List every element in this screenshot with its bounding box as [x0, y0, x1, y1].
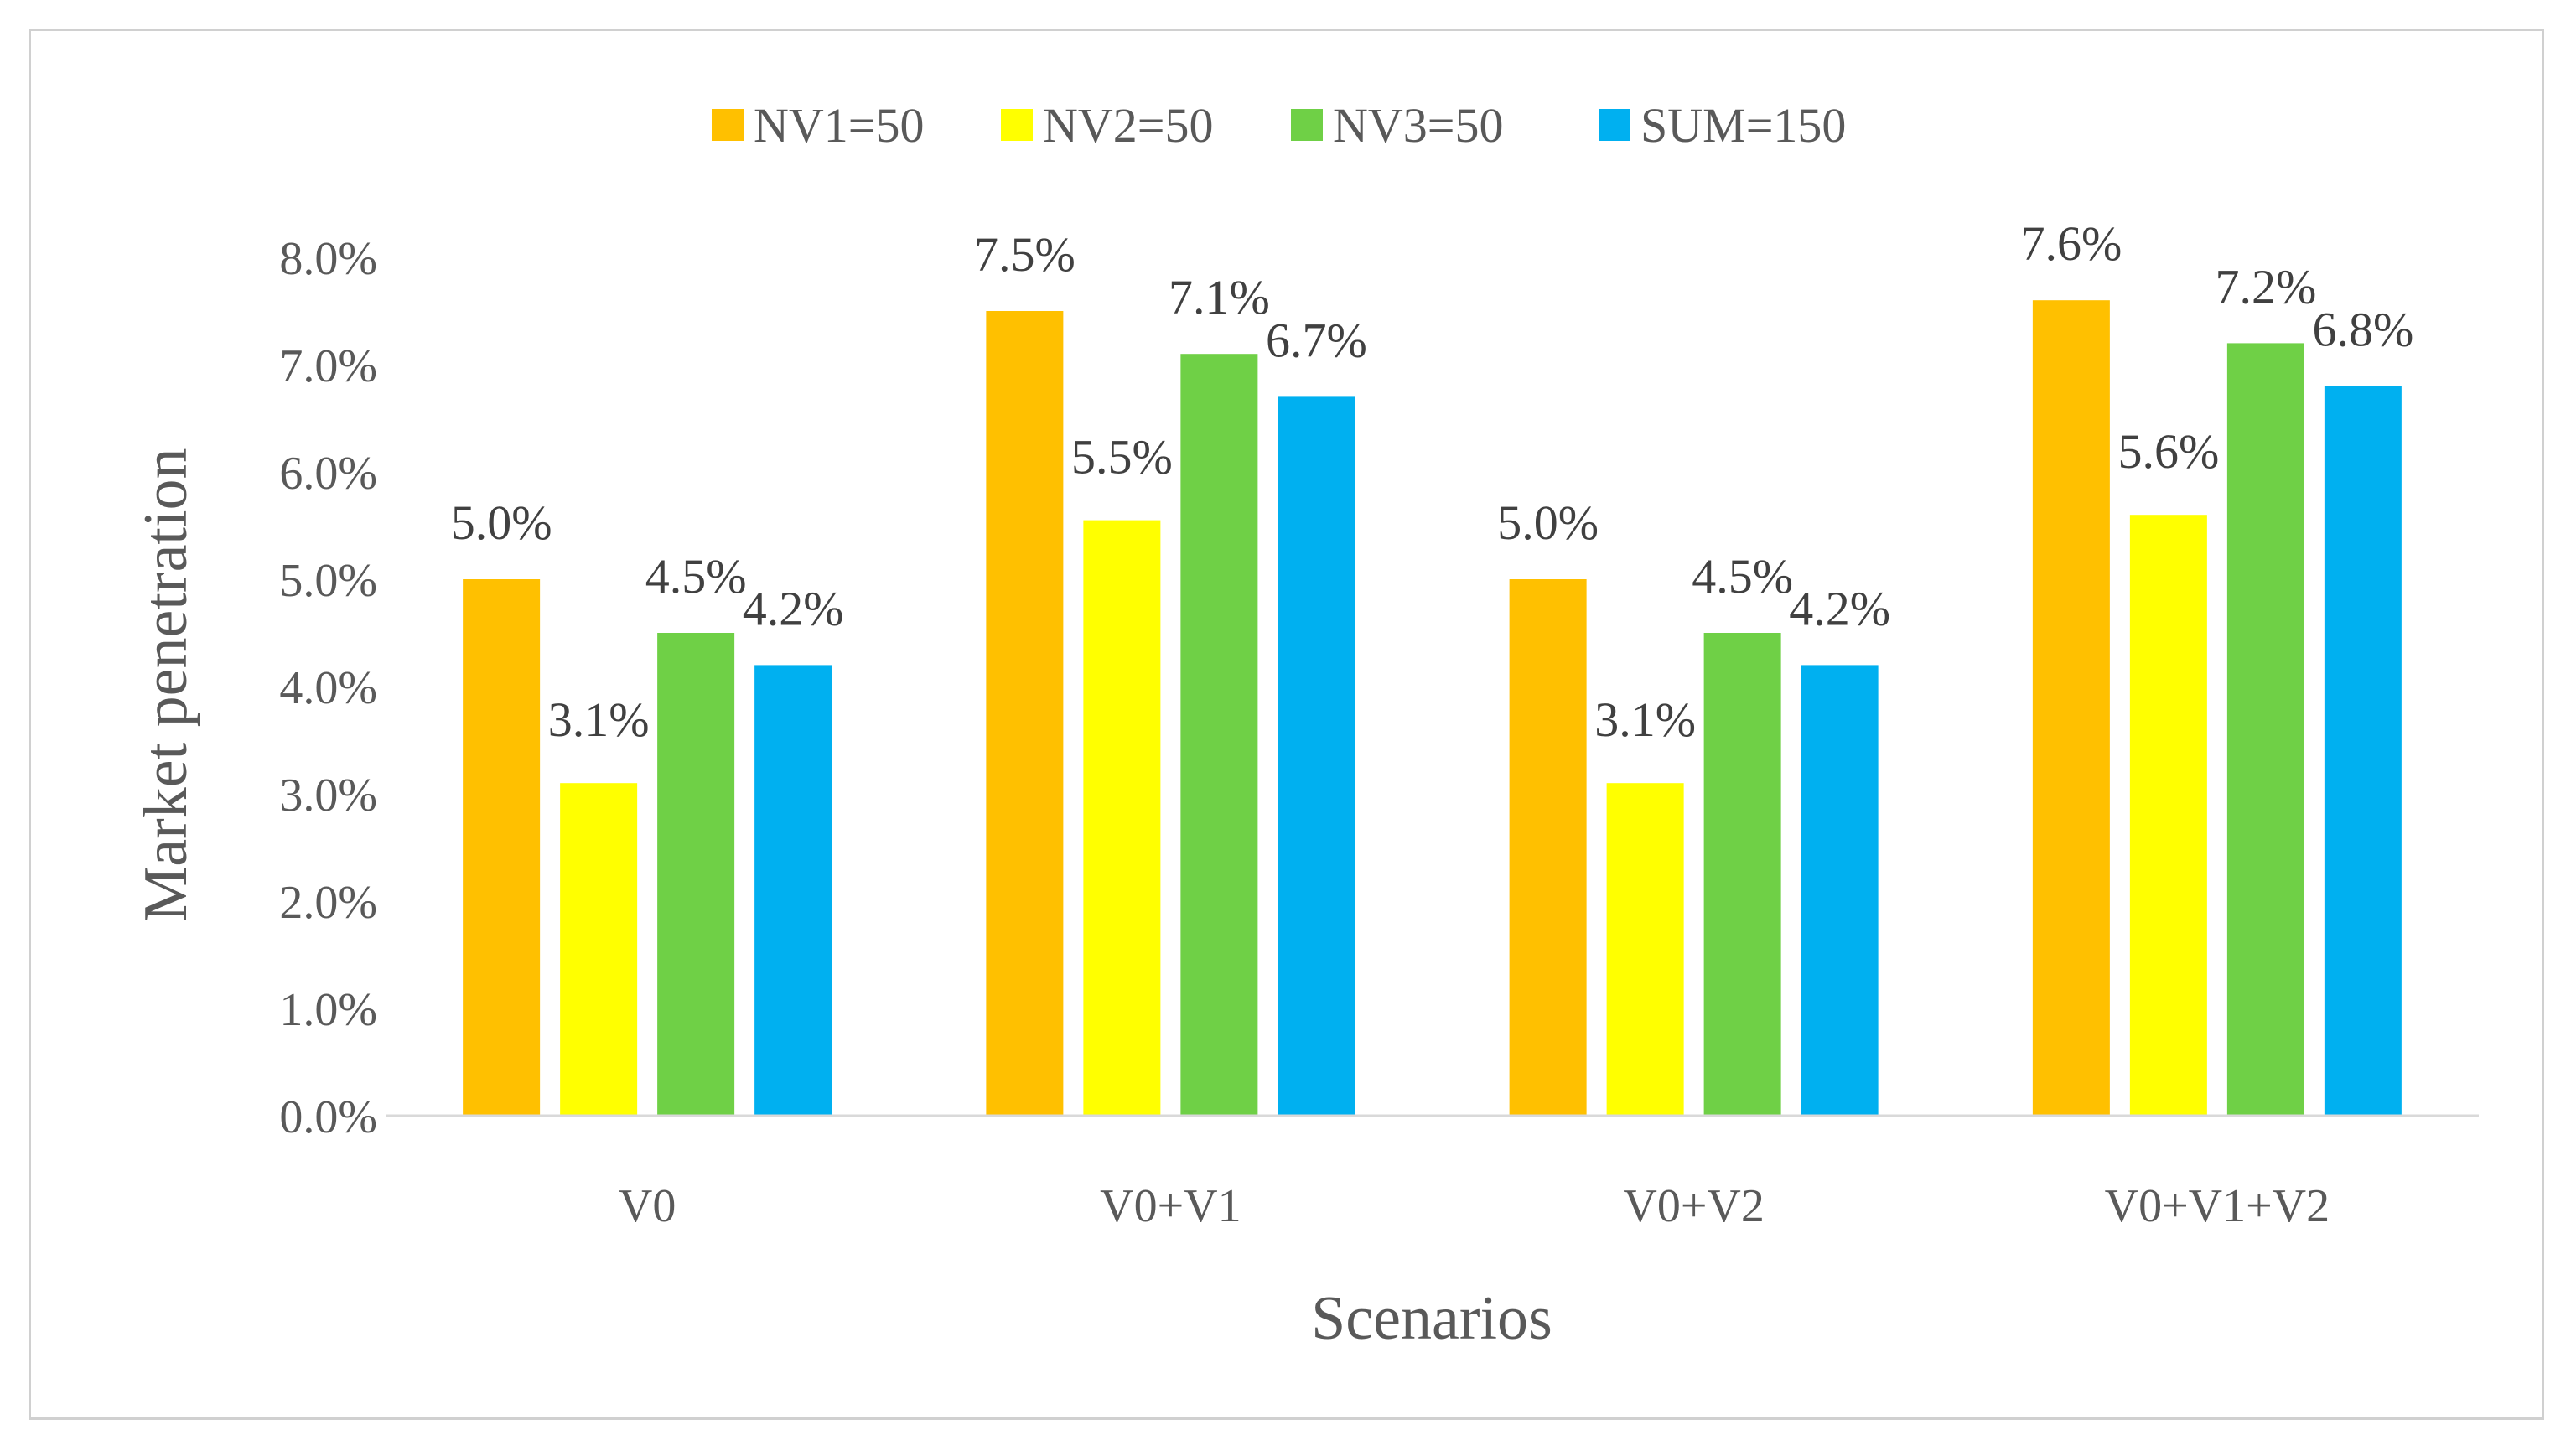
bar-sum-150-v0-v2: [1801, 665, 1879, 1116]
bar-nv1-50-v0-v2: [1509, 579, 1587, 1116]
bar-nv3-50-v0-v1: [1180, 354, 1258, 1116]
legend-label: SUM=150: [1640, 98, 1846, 153]
bar-nv2-50-v0: [560, 783, 638, 1116]
data-label: 5.0%: [451, 495, 552, 550]
legend-swatch: [1291, 109, 1323, 141]
y-tick-label: 6.0%: [279, 448, 377, 500]
y-tick-label: 8.0%: [279, 233, 377, 285]
x-category-label: V0: [619, 1180, 676, 1232]
bar-sum-150-v0: [754, 665, 832, 1116]
data-label: 7.2%: [2215, 259, 2316, 314]
y-tick-label: 5.0%: [279, 555, 377, 607]
data-label: 6.8%: [2312, 303, 2413, 357]
legend-swatch: [1001, 109, 1033, 141]
data-label: 3.1%: [548, 692, 650, 747]
y-tick-label: 4.0%: [279, 662, 377, 714]
bar-nv3-50-v0: [657, 633, 735, 1116]
x-category-label: V0+V1+V2: [2105, 1180, 2330, 1232]
data-label: 4.5%: [1692, 549, 1793, 604]
bar-sum-150-v0-v1-v2: [2324, 386, 2402, 1117]
legend-item-nv2-50: NV2=50: [1001, 98, 1213, 153]
bar-nv2-50-v0-v1-v2: [2129, 515, 2207, 1116]
y-tick-label: 0.0%: [279, 1091, 377, 1143]
data-label: 7.1%: [1169, 270, 1270, 324]
bar-nv1-50-v0-v1: [986, 311, 1064, 1116]
y-tick-label: 2.0%: [279, 877, 377, 929]
legend-label: NV2=50: [1043, 98, 1213, 153]
bar-nv3-50-v0-v1-v2: [2226, 343, 2304, 1116]
x-category-label: V0+V1: [1100, 1180, 1241, 1232]
data-label: 4.5%: [645, 549, 747, 604]
legend: NV1=50 NV2=50 NV3=50 SUM=150: [712, 98, 1846, 153]
y-axis-ticks: 0.0% 1.0% 2.0% 3.0% 4.0% 5.0% 6.0% 7.0% 8.0%: [279, 233, 377, 1143]
legend-label: NV1=50: [754, 98, 924, 153]
bar-chart: NV1=50 NV2=50 NV3=50 SUM=150 0.0% 1.0% 2.0% 3.…: [132, 98, 2479, 1353]
bar-sum-150-v0-v1: [1278, 396, 1355, 1116]
bar-nv2-50-v0-v2: [1606, 783, 1684, 1116]
x-category-label: V0+V2: [1623, 1180, 1764, 1232]
legend-item-sum-150: SUM=150: [1599, 98, 1846, 153]
y-axis-title: Market penetration: [132, 448, 200, 921]
legend-item-nv3-50: NV3=50: [1291, 98, 1503, 153]
legend-swatch: [712, 109, 744, 141]
legend-item-nv1-50: NV1=50: [712, 98, 924, 153]
data-label: 7.6%: [2020, 216, 2122, 271]
bars: [463, 300, 2402, 1117]
y-tick-label: 1.0%: [279, 984, 377, 1036]
data-label: 5.6%: [2117, 424, 2219, 479]
x-axis-title: Scenarios: [1311, 1284, 1552, 1353]
bar-nv1-50-v0-v1-v2: [2032, 300, 2110, 1116]
data-label: 7.5%: [974, 227, 1075, 282]
y-tick-label: 7.0%: [279, 340, 377, 392]
data-labels: 5.0%3.1%4.5%4.2%7.5%5.5%7.1%6.7%5.0%3.1%…: [451, 216, 2414, 747]
data-label: 3.1%: [1594, 692, 1696, 747]
bar-nv3-50-v0-v2: [1703, 633, 1781, 1116]
x-axis-categories: V0 V0+V1 V0+V2 V0+V1+V2: [619, 1180, 2330, 1232]
chart-frame: NV1=50 NV2=50 NV3=50 SUM=150 0.0% 1.0% 2.0% 3.…: [29, 29, 2544, 1420]
legend-label: NV3=50: [1333, 98, 1503, 153]
data-label: 5.0%: [1497, 495, 1599, 550]
data-label: 4.2%: [1789, 581, 1890, 635]
y-tick-label: 3.0%: [279, 770, 377, 821]
data-label: 5.5%: [1071, 430, 1173, 485]
bar-nv1-50-v0: [463, 579, 541, 1116]
legend-swatch: [1599, 109, 1630, 141]
bar-nv2-50-v0-v1: [1083, 520, 1161, 1116]
data-label: 4.2%: [743, 581, 844, 635]
data-label: 6.7%: [1266, 313, 1367, 367]
